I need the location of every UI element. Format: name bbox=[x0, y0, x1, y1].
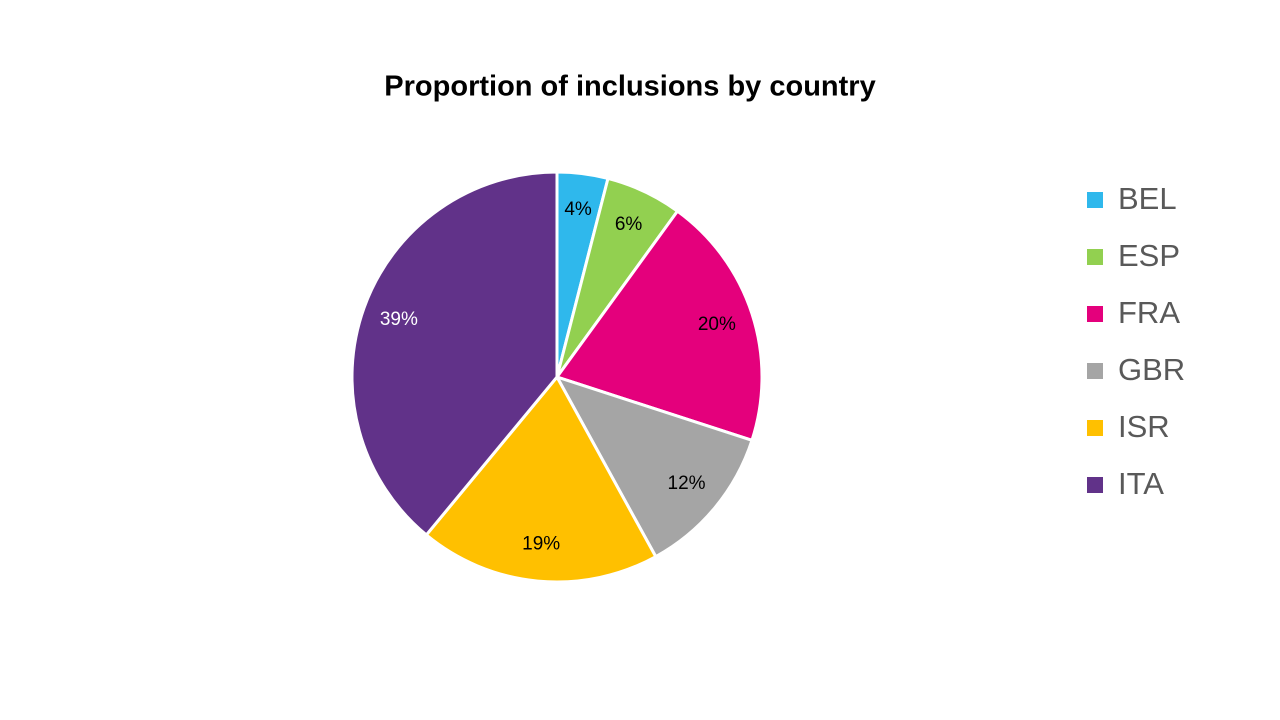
legend-label: ITA bbox=[1118, 466, 1164, 501]
legend-label: FRA bbox=[1118, 295, 1180, 330]
legend-swatch bbox=[1087, 477, 1103, 493]
pie-slice bbox=[555, 209, 764, 442]
data-label: 39% bbox=[380, 309, 418, 330]
legend-swatch bbox=[1087, 420, 1103, 436]
legend-swatch bbox=[1087, 192, 1103, 208]
legend-label: ISR bbox=[1118, 409, 1170, 444]
data-label: 20% bbox=[698, 314, 736, 335]
legend-label: BEL bbox=[1118, 181, 1177, 216]
pie-slice bbox=[424, 375, 658, 584]
pie-slice bbox=[350, 170, 559, 537]
legend-swatch bbox=[1087, 363, 1103, 379]
chart-title: Proportion of inclusions by country bbox=[384, 71, 875, 103]
pie-slice bbox=[555, 375, 754, 559]
data-label: 4% bbox=[564, 199, 592, 220]
data-label: 6% bbox=[615, 214, 643, 235]
legend-label: GBR bbox=[1118, 352, 1185, 387]
legend-label: ESP bbox=[1118, 238, 1180, 273]
data-label: 19% bbox=[522, 533, 560, 554]
legend-swatch bbox=[1087, 249, 1103, 265]
data-label: 12% bbox=[668, 473, 706, 494]
legend-swatch bbox=[1087, 306, 1103, 322]
